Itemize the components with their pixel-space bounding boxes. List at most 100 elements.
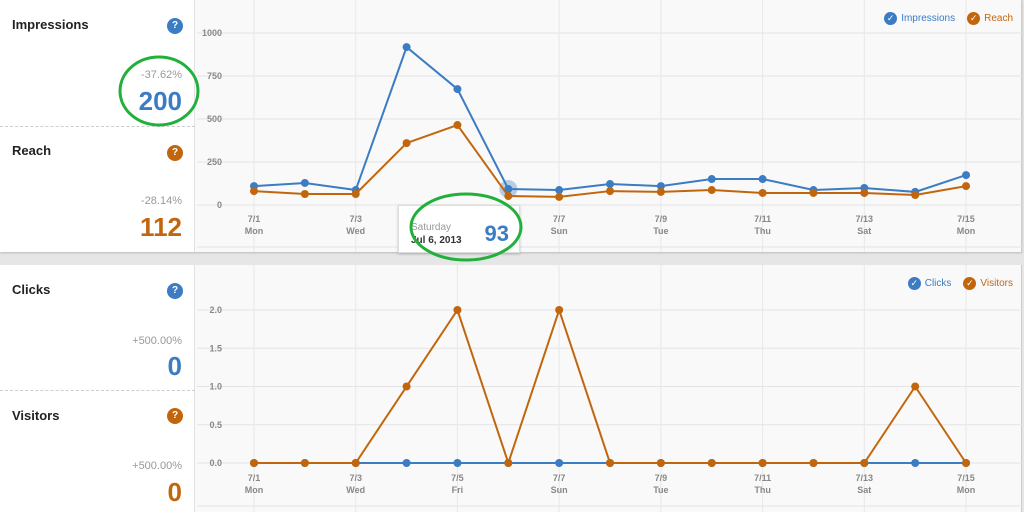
help-icon[interactable]: ? bbox=[167, 18, 183, 34]
legend-impressions[interactable]: Impressions bbox=[901, 13, 956, 24]
data-point-impressions bbox=[962, 171, 971, 180]
clicks-visitors-panel: Clicks ? +500.00% 0 Visitors ? +500.00% … bbox=[0, 265, 1022, 512]
tooltip-value: 93 bbox=[484, 221, 509, 246]
x-tick-label: 7/3 bbox=[349, 214, 362, 224]
check-icon[interactable]: ✓ bbox=[907, 277, 921, 290]
metrics-sidebar: Clicks ? +500.00% 0 Visitors ? +500.00% … bbox=[0, 265, 195, 512]
chart-legend: ✓ Impressions ✓ Reach bbox=[884, 12, 1013, 25]
x-tick-label: 7/7 bbox=[553, 473, 566, 483]
x-tick-label: Sun bbox=[551, 226, 568, 236]
y-tick-label: 0.0 bbox=[209, 458, 222, 468]
clicks-visitors-chart[interactable]: 0.0 0.5 1.0 1.5 2.0 7/1 Mon 7/3 Wed 7/5 Fri 7/7 Sun 7… bbox=[0, 265, 1022, 512]
data-point-reach bbox=[504, 192, 513, 201]
data-point-visitors bbox=[504, 459, 513, 467]
data-point-visitors bbox=[555, 306, 564, 314]
x-tick-label: Mon bbox=[245, 226, 264, 236]
x-tick-label: Thu bbox=[754, 226, 771, 236]
visitors-value: 0 bbox=[167, 477, 182, 507]
chart-legend: ✓ Clicks ✓ Visitors bbox=[907, 277, 1013, 290]
data-point-impressions bbox=[402, 43, 411, 52]
data-point-visitors bbox=[911, 382, 920, 391]
data-point-reach bbox=[809, 188, 818, 197]
data-point-reach bbox=[250, 187, 258, 196]
data-point-visitors bbox=[656, 459, 665, 467]
data-point-reach bbox=[707, 186, 716, 195]
y-tick-label: 250 bbox=[207, 157, 222, 167]
y-tick-label: 500 bbox=[207, 114, 222, 124]
series-line-impressions bbox=[253, 45, 967, 193]
x-tick-label: 7/15 bbox=[957, 473, 975, 483]
x-tick-label: Wed bbox=[346, 226, 365, 236]
y-tick-label: 1.5 bbox=[209, 343, 222, 353]
data-point-visitors bbox=[707, 459, 716, 467]
data-point-reach bbox=[758, 188, 767, 197]
legend-clicks[interactable]: Clicks bbox=[924, 278, 952, 289]
data-point-visitors bbox=[453, 306, 462, 314]
y-tick-label: 750 bbox=[207, 71, 222, 81]
data-point-impressions bbox=[656, 182, 665, 191]
metric-title-impressions: Impressions bbox=[12, 17, 89, 32]
x-tick-label: Thu bbox=[754, 485, 771, 495]
data-point-reach bbox=[300, 189, 309, 198]
data-point-visitors bbox=[962, 459, 971, 467]
chart-tooltip: Saturday Jul 6, 2013 93 bbox=[398, 205, 520, 253]
check-icon[interactable]: ✓ bbox=[884, 12, 898, 25]
legend-reach[interactable]: Reach bbox=[984, 13, 1013, 24]
x-tick-label: Mon bbox=[245, 485, 264, 495]
x-tick-label: 7/15 bbox=[957, 214, 975, 224]
data-point-visitors bbox=[606, 459, 615, 467]
x-tick-label: Sat bbox=[857, 226, 871, 236]
data-point-visitors bbox=[758, 459, 767, 467]
data-point-visitors bbox=[300, 459, 309, 467]
data-point-clicks bbox=[402, 459, 411, 467]
data-point-reach bbox=[860, 188, 869, 197]
x-tick-label: 7/1 bbox=[248, 214, 261, 224]
data-point-visitors bbox=[402, 382, 411, 391]
data-point-reach bbox=[962, 182, 971, 191]
x-tick-label: Wed bbox=[346, 485, 365, 495]
check-icon[interactable]: ✓ bbox=[967, 12, 981, 25]
impressions-reach-panel: Impressions ? -37.62% 200 Reach ? -28.14… bbox=[0, 0, 1022, 253]
help-icon[interactable]: ? bbox=[167, 283, 183, 299]
data-point-impressions bbox=[606, 180, 615, 189]
divider bbox=[0, 126, 195, 127]
data-point-reach bbox=[453, 121, 462, 130]
data-point-reach bbox=[555, 192, 564, 201]
data-point-reach bbox=[402, 139, 411, 148]
data-point-visitors bbox=[250, 459, 258, 467]
reach-value: 112 bbox=[140, 212, 182, 242]
x-tick-label: 7/9 bbox=[655, 473, 668, 483]
x-tick-label: Sun bbox=[551, 485, 568, 495]
tooltip-date: Jul 6, 2013 bbox=[411, 235, 462, 246]
help-icon[interactable]: ? bbox=[167, 145, 183, 161]
data-point-impressions bbox=[758, 175, 767, 184]
tooltip-day: Saturday bbox=[411, 222, 452, 233]
data-point-impressions bbox=[555, 186, 564, 195]
data-point-clicks bbox=[555, 459, 564, 467]
metric-title-reach: Reach bbox=[12, 143, 52, 158]
x-tick-label: 7/11 bbox=[754, 473, 771, 483]
x-tick-label: 7/7 bbox=[553, 214, 566, 224]
y-tick-label: 0.5 bbox=[209, 420, 222, 430]
clicks-value: 0 bbox=[167, 351, 182, 381]
x-tick-label: 7/1 bbox=[248, 473, 261, 483]
y-tick-label: 1.0 bbox=[209, 382, 222, 392]
x-tick-label: 7/9 bbox=[655, 214, 668, 224]
data-point-impressions bbox=[300, 178, 309, 187]
data-point-impressions bbox=[453, 85, 462, 94]
data-point-visitors bbox=[351, 459, 360, 467]
x-tick-label: Mon bbox=[957, 485, 976, 495]
x-tick-label: Tue bbox=[653, 226, 668, 236]
data-point-impressions bbox=[504, 185, 513, 194]
x-tick-label: Mon bbox=[957, 226, 976, 236]
x-tick-label: 7/5 bbox=[451, 473, 464, 483]
legend-visitors[interactable]: Visitors bbox=[980, 278, 1013, 289]
metric-title-clicks: Clicks bbox=[12, 282, 51, 297]
check-icon[interactable]: ✓ bbox=[963, 277, 977, 290]
clicks-change: +500.00% bbox=[132, 335, 182, 347]
y-tick-label: 2.0 bbox=[209, 305, 222, 315]
data-point-reach bbox=[656, 187, 665, 196]
y-tick-label: 1000 bbox=[202, 28, 222, 38]
help-icon[interactable]: ? bbox=[167, 408, 183, 424]
data-point-visitors bbox=[809, 459, 818, 467]
